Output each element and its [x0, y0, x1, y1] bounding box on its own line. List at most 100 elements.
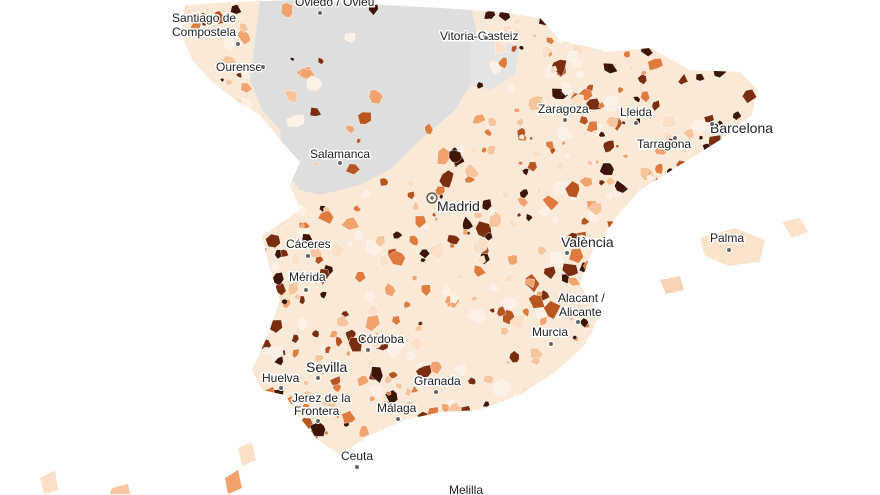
municipality-patch: [191, 197, 205, 210]
municipality-patch: [365, 239, 382, 256]
municipality-patch: [473, 264, 487, 278]
municipality-patch: [248, 160, 264, 172]
municipality-patch: [309, 107, 322, 117]
municipality-patch: [674, 24, 687, 36]
municipality-patch: [685, 45, 690, 51]
municipality-patch: [283, 424, 289, 429]
city-tarragona[interactable]: Tarragona: [636, 135, 693, 153]
municipality-patch: [616, 262, 632, 275]
municipality-patch: [488, 308, 496, 314]
municipality-patch: [220, 55, 239, 74]
municipality-patch: [394, 430, 405, 441]
municipality-patch: [620, 17, 629, 24]
municipality-patch: [361, 190, 371, 197]
city-granada[interactable]: Granada: [413, 373, 463, 395]
city-vitoria[interactable]: Vitoria-Gasteiz: [439, 28, 520, 45]
city-ourense[interactable]: Ourense: [215, 59, 266, 76]
city-zaragoza[interactable]: Zaragoza: [537, 101, 591, 123]
municipality-patch: [404, 387, 412, 397]
municipality-patch: [265, 233, 281, 249]
municipality-patch: [612, 348, 625, 359]
city-salamanca[interactable]: Salamanca: [309, 146, 372, 166]
municipality-patch: [441, 403, 450, 414]
municipality-patch: [494, 22, 500, 27]
municipality-patch: [606, 290, 622, 307]
municipality-patch: [192, 233, 198, 239]
municipality-patch: [591, 130, 598, 135]
city-jerez[interactable]: Jerez de la Frontera: [291, 390, 353, 424]
municipality-patch: [413, 0, 431, 8]
municipality-patch: [411, 200, 420, 211]
city-malaga[interactable]: Málaga: [376, 400, 418, 422]
municipality-patch: [309, 421, 326, 437]
city-alicante[interactable]: Alacant / Alicante: [557, 290, 607, 325]
municipality-patch: [482, 401, 490, 408]
municipality-patch: [729, 267, 743, 284]
municipality-patch: [543, 266, 557, 280]
municipality-patch: [626, 330, 637, 341]
city-valencia[interactable]: València: [560, 233, 615, 256]
municipality-patch: [725, 0, 731, 4]
city-label-ceuta: Ceuta: [341, 449, 373, 463]
municipality-patch: [651, 410, 664, 423]
city-huelva[interactable]: Huelva: [261, 370, 301, 391]
municipality-patch: [518, 45, 525, 51]
municipality-patch: [657, 249, 665, 258]
municipality-patch: [214, 262, 229, 277]
municipality-patch: [191, 331, 207, 346]
municipality-patch: [602, 62, 619, 74]
municipality-patch: [598, 101, 606, 109]
municipality-patch: [528, 294, 546, 309]
municipality-patch: [621, 153, 629, 159]
city-ceuta[interactable]: Ceuta: [340, 448, 375, 470]
municipality-patch: [699, 195, 713, 208]
municipality-patch: [258, 404, 272, 413]
municipality-patch: [237, 29, 251, 46]
municipality-patch: [617, 86, 625, 94]
municipality-patch: [595, 160, 600, 165]
municipality-patch: [643, 365, 660, 379]
municipality-patch: [289, 57, 295, 62]
city-lleida[interactable]: Lleida: [619, 104, 654, 126]
municipality-patch: [713, 53, 728, 66]
city-sevilla[interactable]: Sevilla: [305, 358, 349, 381]
municipality-patch: [467, 377, 477, 385]
municipality-patch: [229, 178, 234, 184]
municipality-patch: [614, 327, 622, 336]
municipality-patch: [188, 19, 202, 32]
municipality-patch: [702, 405, 711, 415]
municipality-patch: [266, 419, 277, 432]
city-melilla[interactable]: Melilla: [448, 482, 485, 495]
municipality-patch: [568, 316, 575, 322]
city-madrid[interactable]: Madrid: [426, 192, 481, 216]
municipality-patch: [727, 350, 743, 364]
city-merida[interactable]: Mérida: [288, 269, 328, 293]
municipality-patch: [547, 396, 556, 404]
municipality-patch: [185, 411, 196, 422]
municipality-patch: [508, 350, 520, 363]
municipality-patch: [384, 374, 394, 384]
city-palma[interactable]: Palma: [709, 230, 746, 253]
municipality-patch: [715, 424, 732, 440]
municipality-patch: [620, 120, 626, 125]
municipality-patch: [182, 160, 186, 171]
municipality-patch: [739, 186, 749, 197]
municipality-patch: [732, 333, 746, 348]
municipality-patch: [384, 282, 397, 297]
municipality-patch: [286, 114, 305, 127]
city-oviedo[interactable]: Oviedo / Oviéu: [294, 0, 376, 16]
municipality-patch: [357, 111, 372, 125]
city-barcelona[interactable]: Barcelona: [709, 119, 775, 138]
municipality-patch: [707, 205, 712, 212]
city-cordoba[interactable]: Córdoba: [357, 331, 406, 353]
municipality-patch: [424, 122, 434, 135]
municipality-patch: [223, 181, 239, 197]
city-murcia[interactable]: Murcia: [531, 324, 570, 347]
municipality-patch: [648, 409, 662, 423]
municipality-patch: [424, 224, 429, 231]
municipality-patch: [623, 294, 629, 301]
municipality-patch: [673, 323, 688, 336]
municipality-patch: [520, 433, 531, 443]
city-santiago[interactable]: Santiago de Compostela: [171, 10, 241, 47]
city-caceres[interactable]: Cáceres: [285, 236, 332, 259]
